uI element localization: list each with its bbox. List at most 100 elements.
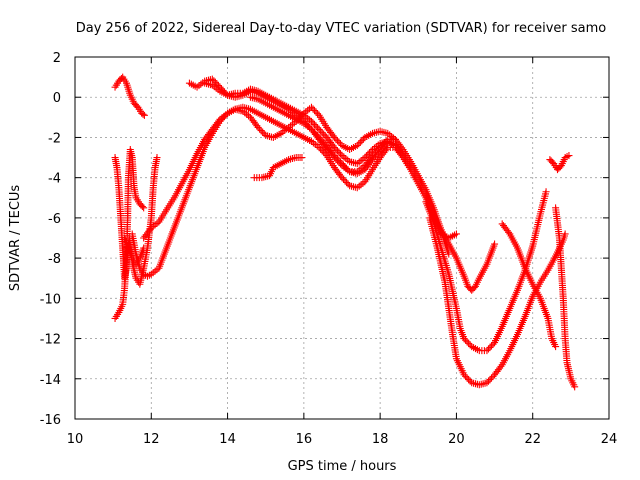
plus-marker <box>483 379 491 387</box>
plus-marker <box>484 345 492 353</box>
plus-marker <box>312 108 320 116</box>
plus-marker <box>257 127 265 135</box>
plus-marker <box>341 177 349 185</box>
plus-marker <box>215 117 223 125</box>
plus-marker <box>332 135 340 143</box>
x-tick-label: 14 <box>219 432 236 447</box>
plus-marker <box>146 226 154 234</box>
plus-marker <box>340 161 348 169</box>
plus-marker <box>460 371 468 379</box>
plus-marker <box>311 129 319 137</box>
plus-marker <box>315 125 323 133</box>
plus-marker <box>362 152 370 160</box>
x-tick-label: 16 <box>296 432 313 447</box>
x-tick-label: 10 <box>67 432 84 447</box>
plus-marker <box>314 110 322 118</box>
plus-marker <box>139 110 147 118</box>
plus-marker <box>336 150 344 158</box>
plus-marker <box>332 153 340 161</box>
y-tick-label: -16 <box>40 413 61 428</box>
plus-marker <box>318 129 326 137</box>
plus-marker <box>340 175 348 183</box>
plus-marker <box>140 111 148 119</box>
plus-marker <box>561 230 569 238</box>
x-axis-label: GPS time / hours <box>288 459 397 474</box>
plus-marker <box>491 240 499 248</box>
plus-marker <box>375 149 383 157</box>
x-tick-label: 22 <box>524 432 541 447</box>
plus-marker <box>398 150 406 158</box>
plus-marker <box>483 347 491 355</box>
series-arc-10 <box>250 154 306 182</box>
plus-marker <box>373 151 381 159</box>
plus-marker <box>333 137 341 145</box>
plus-marker <box>463 338 471 346</box>
plus-marker <box>488 374 496 382</box>
plus-marker <box>484 377 492 385</box>
plus-marker <box>307 117 315 125</box>
plus-marker <box>210 77 218 85</box>
plus-marker <box>314 124 322 132</box>
plus-marker <box>140 204 148 212</box>
y-tick-label: -4 <box>48 172 61 187</box>
plus-marker <box>309 127 317 135</box>
plus-marker <box>381 143 389 151</box>
series-arc-1 <box>111 73 148 119</box>
plus-marker <box>307 103 315 111</box>
y-tick-label: -10 <box>40 292 61 307</box>
plus-marker <box>259 128 267 136</box>
y-tick-label: -2 <box>48 131 61 146</box>
y-tick-label: 2 <box>53 51 61 66</box>
series-arc-15 <box>552 204 579 391</box>
series-arc-14 <box>498 220 560 351</box>
plus-marker <box>391 135 399 143</box>
x-tick-labels: 10 12 14 16 18 20 22 24 <box>67 432 618 447</box>
plus-marker <box>333 155 341 163</box>
y-tick-labels: 2 0 -2 -4 -6 -8 -10 -12 -14 -16 <box>40 51 61 428</box>
series-arc-12 <box>422 188 550 355</box>
plus-marker <box>552 343 560 351</box>
y-axis-label: SDTVAR / TECUs <box>8 185 23 292</box>
plus-marker <box>320 138 328 146</box>
plus-marker <box>317 145 325 153</box>
series-arc-3 <box>111 146 148 322</box>
series-arc-2 <box>111 154 161 288</box>
series-arc-16 <box>546 152 573 174</box>
plus-marker <box>372 152 380 160</box>
plus-marker <box>315 133 323 141</box>
plus-marker <box>361 154 369 162</box>
axis-ticks <box>74 56 610 420</box>
plus-marker <box>378 146 386 154</box>
plus-marker <box>356 138 364 146</box>
plus-marker <box>497 362 505 370</box>
plus-marker <box>376 148 384 156</box>
plus-marker <box>367 147 375 155</box>
plus-marker <box>571 383 579 391</box>
plus-marker <box>382 141 390 149</box>
plus-marker <box>338 174 346 182</box>
x-tick-label: 18 <box>372 432 389 447</box>
plus-marker <box>343 178 351 186</box>
x-tick-label: 24 <box>601 432 618 447</box>
plus-marker <box>309 119 317 127</box>
plus-marker <box>343 164 351 172</box>
plus-marker <box>486 343 494 351</box>
plus-marker <box>330 144 338 151</box>
plus-marker <box>465 376 473 384</box>
plus-marker <box>364 150 372 158</box>
plus-marker <box>256 125 264 133</box>
plus-marker <box>465 339 473 347</box>
plus-marker <box>355 140 363 148</box>
plus-marker <box>463 374 471 382</box>
plus-marker <box>333 147 341 155</box>
plus-marker <box>330 152 338 160</box>
plus-marker <box>542 188 550 196</box>
plus-marker <box>460 335 468 343</box>
plus-marker <box>335 148 343 156</box>
plus-marker <box>489 340 497 348</box>
plus-marker <box>384 139 392 147</box>
plus-marker <box>488 342 496 350</box>
y-tick-label: -8 <box>48 252 61 267</box>
chart-title: Day 256 of 2022, Sidereal Day-to-day VTE… <box>76 21 607 36</box>
plus-marker <box>312 122 320 130</box>
